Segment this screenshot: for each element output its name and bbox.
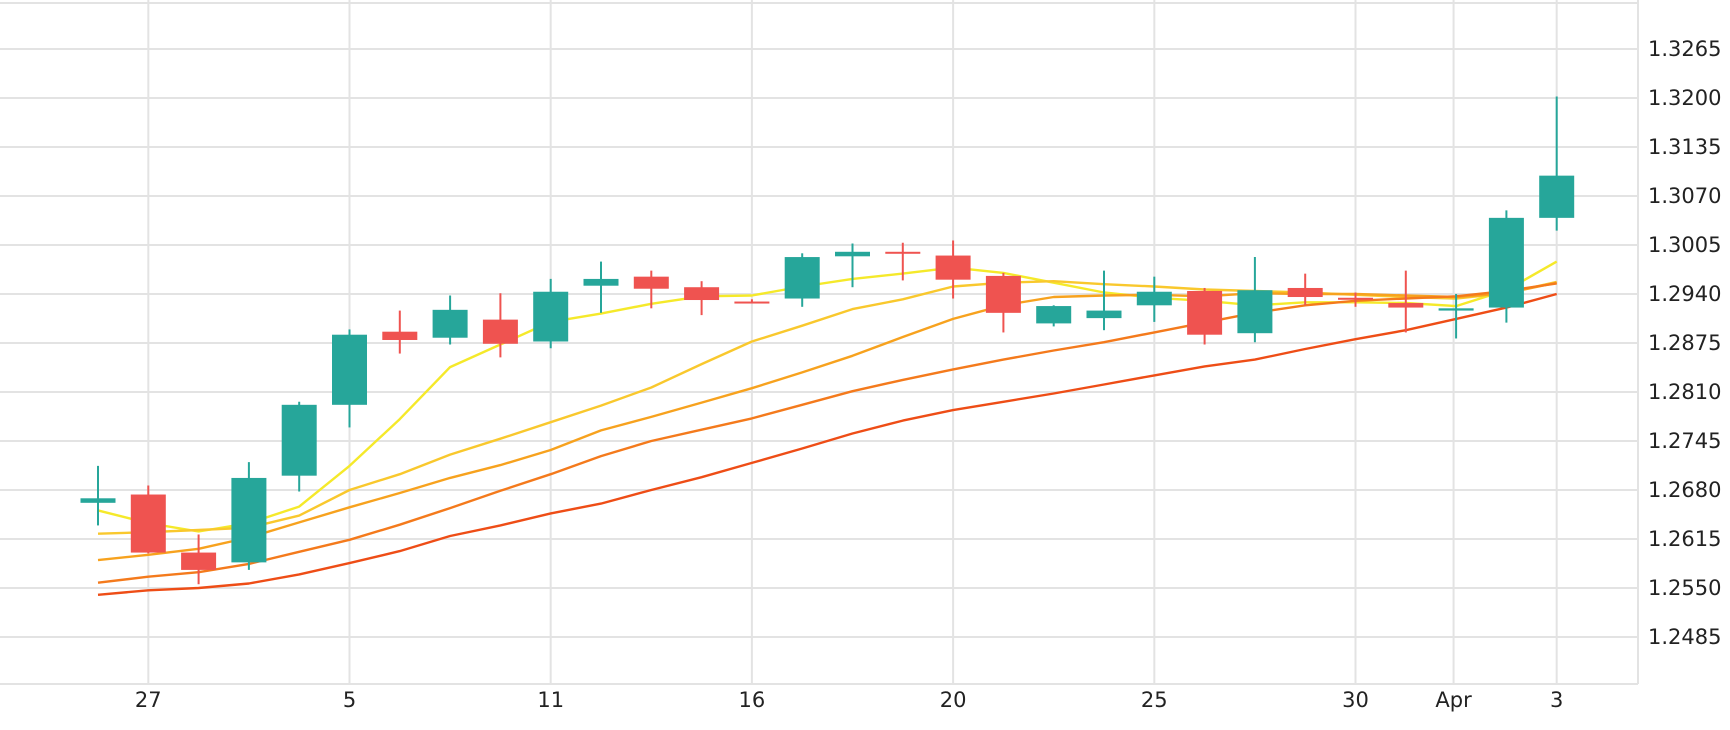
x-tick-label: 5 — [343, 688, 356, 712]
candle-body — [482, 319, 518, 344]
candle-body — [281, 404, 317, 476]
x-tick-label: Apr — [1435, 688, 1472, 712]
candle-body — [382, 331, 418, 340]
y-tick-label: 1.2875 — [1648, 331, 1721, 355]
moving-average-line-3 — [97, 281, 1557, 562]
moving-average-line-1 — [97, 260, 1558, 533]
candle-up — [784, 253, 820, 307]
candle-body — [533, 291, 569, 342]
candle-body — [1338, 297, 1373, 300]
candle-up — [231, 462, 267, 570]
candle-body — [1438, 308, 1474, 311]
candle-body — [1488, 217, 1524, 308]
y-tick-label: 1.2940 — [1648, 282, 1721, 306]
candle-body — [1086, 310, 1122, 319]
grid-lines — [0, 0, 1639, 685]
candle-body — [1036, 306, 1072, 324]
candle-up — [432, 295, 468, 345]
x-tick-label: 11 — [537, 688, 564, 712]
candle-body — [432, 309, 468, 338]
y-tick-label: 1.3005 — [1648, 233, 1721, 257]
y-tick-label: 1.3265 — [1648, 37, 1721, 61]
candle-down — [1388, 270, 1424, 333]
candles — [80, 96, 1575, 585]
y-tick-label: 1.2550 — [1648, 576, 1721, 600]
candle-body — [734, 301, 770, 304]
y-tick-label: 1.2615 — [1648, 527, 1721, 551]
moving-average-line-5 — [97, 292, 1558, 596]
y-tick-label: 1.2680 — [1648, 478, 1721, 502]
candle-body — [231, 477, 267, 563]
candle-body — [1237, 290, 1273, 334]
candle-body — [935, 255, 971, 280]
candle-down — [734, 299, 770, 304]
candle-up — [583, 261, 619, 313]
candle-down — [1187, 287, 1223, 345]
candle-body — [80, 498, 116, 503]
moving-average-line-2 — [97, 280, 1557, 535]
candle-body — [1136, 291, 1172, 306]
candle-body — [985, 275, 1021, 313]
candle-down — [885, 242, 921, 281]
candle-body — [633, 276, 669, 289]
x-tick-label: 3 — [1550, 688, 1563, 712]
candle-up — [1438, 294, 1474, 339]
moving-average-lines — [97, 260, 1558, 596]
y-tick-label: 1.2810 — [1648, 380, 1721, 404]
candle-body — [885, 251, 921, 254]
candle-down — [935, 240, 971, 299]
candle-down — [633, 270, 669, 309]
x-axis: 27 5 11 16 20 25 30 Apr 3 — [135, 688, 1563, 712]
candle-up — [533, 278, 569, 349]
candle-down — [482, 293, 518, 358]
y-tick-label: 1.3135 — [1648, 135, 1721, 159]
candle-body — [130, 494, 166, 553]
candle-body — [583, 278, 619, 286]
candle-up — [1539, 96, 1575, 231]
candle-down — [684, 281, 720, 316]
y-tick-label: 1.3200 — [1648, 86, 1721, 110]
candle-body — [181, 552, 217, 570]
candle-body — [332, 334, 367, 405]
moving-average-line-4 — [97, 282, 1557, 584]
candle-body — [784, 257, 820, 299]
candle-body — [1187, 290, 1223, 335]
x-tick-label: 16 — [739, 688, 766, 712]
candle-down — [1287, 273, 1323, 306]
x-tick-label: 20 — [940, 688, 967, 712]
y-axis: 1.3265 1.3200 1.3135 1.3070 1.3005 1.2940 1.28… — [1648, 37, 1721, 649]
candle-body — [1388, 303, 1424, 308]
y-tick-label: 1.2745 — [1648, 429, 1721, 453]
candle-up — [1237, 257, 1273, 343]
candle-up — [835, 243, 870, 288]
candle-up — [1488, 210, 1524, 323]
candle-down — [130, 485, 166, 554]
candle-down — [1338, 292, 1373, 307]
candle-up — [80, 465, 116, 526]
candle-body — [835, 251, 870, 257]
x-tick-label: 30 — [1342, 688, 1369, 712]
candle-down — [382, 310, 418, 354]
y-tick-label: 1.3070 — [1648, 184, 1721, 208]
x-tick-label: 27 — [135, 688, 162, 712]
candle-up — [1086, 270, 1122, 331]
candle-up — [1136, 276, 1172, 322]
y-tick-label: 1.2485 — [1648, 625, 1721, 649]
x-tick-label: 25 — [1141, 688, 1168, 712]
candle-body — [1539, 175, 1575, 218]
candle-down — [181, 534, 217, 585]
candle-up — [1036, 305, 1072, 327]
candle-down — [985, 272, 1021, 333]
candle-body — [1287, 287, 1323, 298]
candle-body — [684, 287, 720, 301]
candle-up — [281, 401, 317, 492]
candle-up — [332, 329, 367, 428]
